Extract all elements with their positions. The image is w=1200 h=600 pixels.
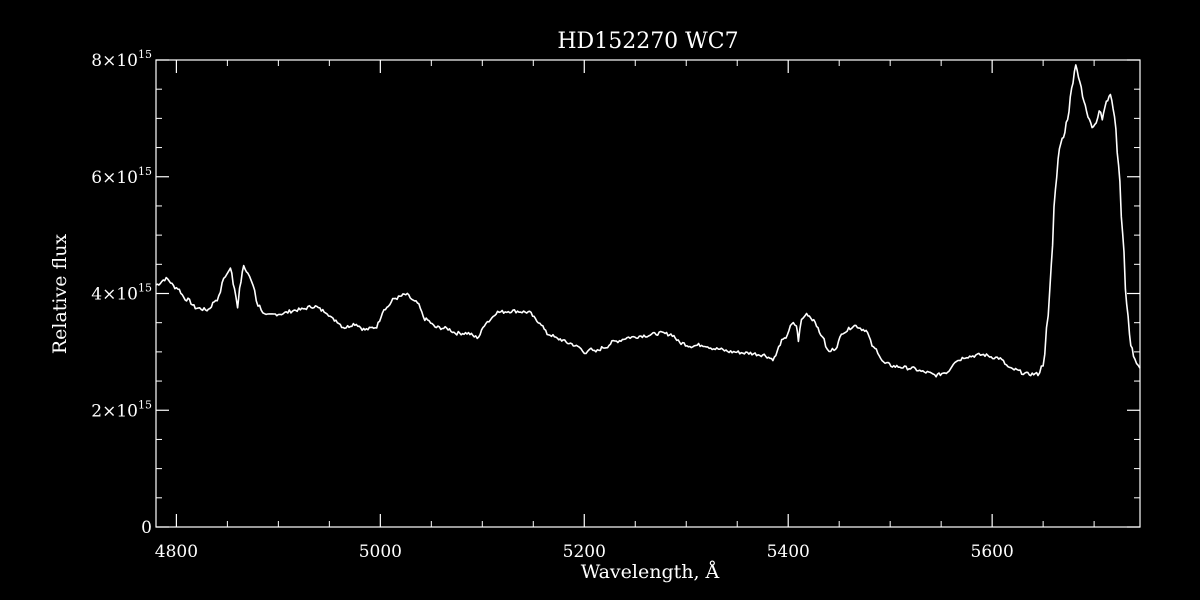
- y-tick-label: 6×1015: [91, 165, 152, 188]
- x-tick-label: 5200: [563, 542, 606, 562]
- x-tick-label: 5400: [767, 542, 810, 562]
- x-tick-label: 5600: [971, 542, 1014, 562]
- y-tick-label: 4×1015: [91, 282, 152, 305]
- y-tick-label: 2×1015: [91, 398, 152, 421]
- y-axis-ticks: [156, 59, 1140, 528]
- chart-title: HD152270 WC7: [557, 29, 738, 54]
- x-axis-ticks: [175, 60, 1095, 527]
- x-axis-tick-labels: 4800 5000 5200 5400 5600: [155, 542, 1014, 562]
- y-tick-label: 8×1015: [91, 48, 152, 71]
- y-axis-tick-labels: 0 2×1015 4×1015 6×1015 8×1015: [91, 48, 152, 538]
- x-tick-label: 4800: [155, 542, 198, 562]
- plot-frame: [155, 59, 1141, 528]
- y-tick-label: 0: [141, 518, 152, 538]
- spectrum-line: [155, 64, 1141, 378]
- x-axis-label: Wavelength, Å: [581, 561, 720, 583]
- x-tick-label: 5000: [359, 542, 402, 562]
- y-axis-label: Relative flux: [49, 234, 71, 355]
